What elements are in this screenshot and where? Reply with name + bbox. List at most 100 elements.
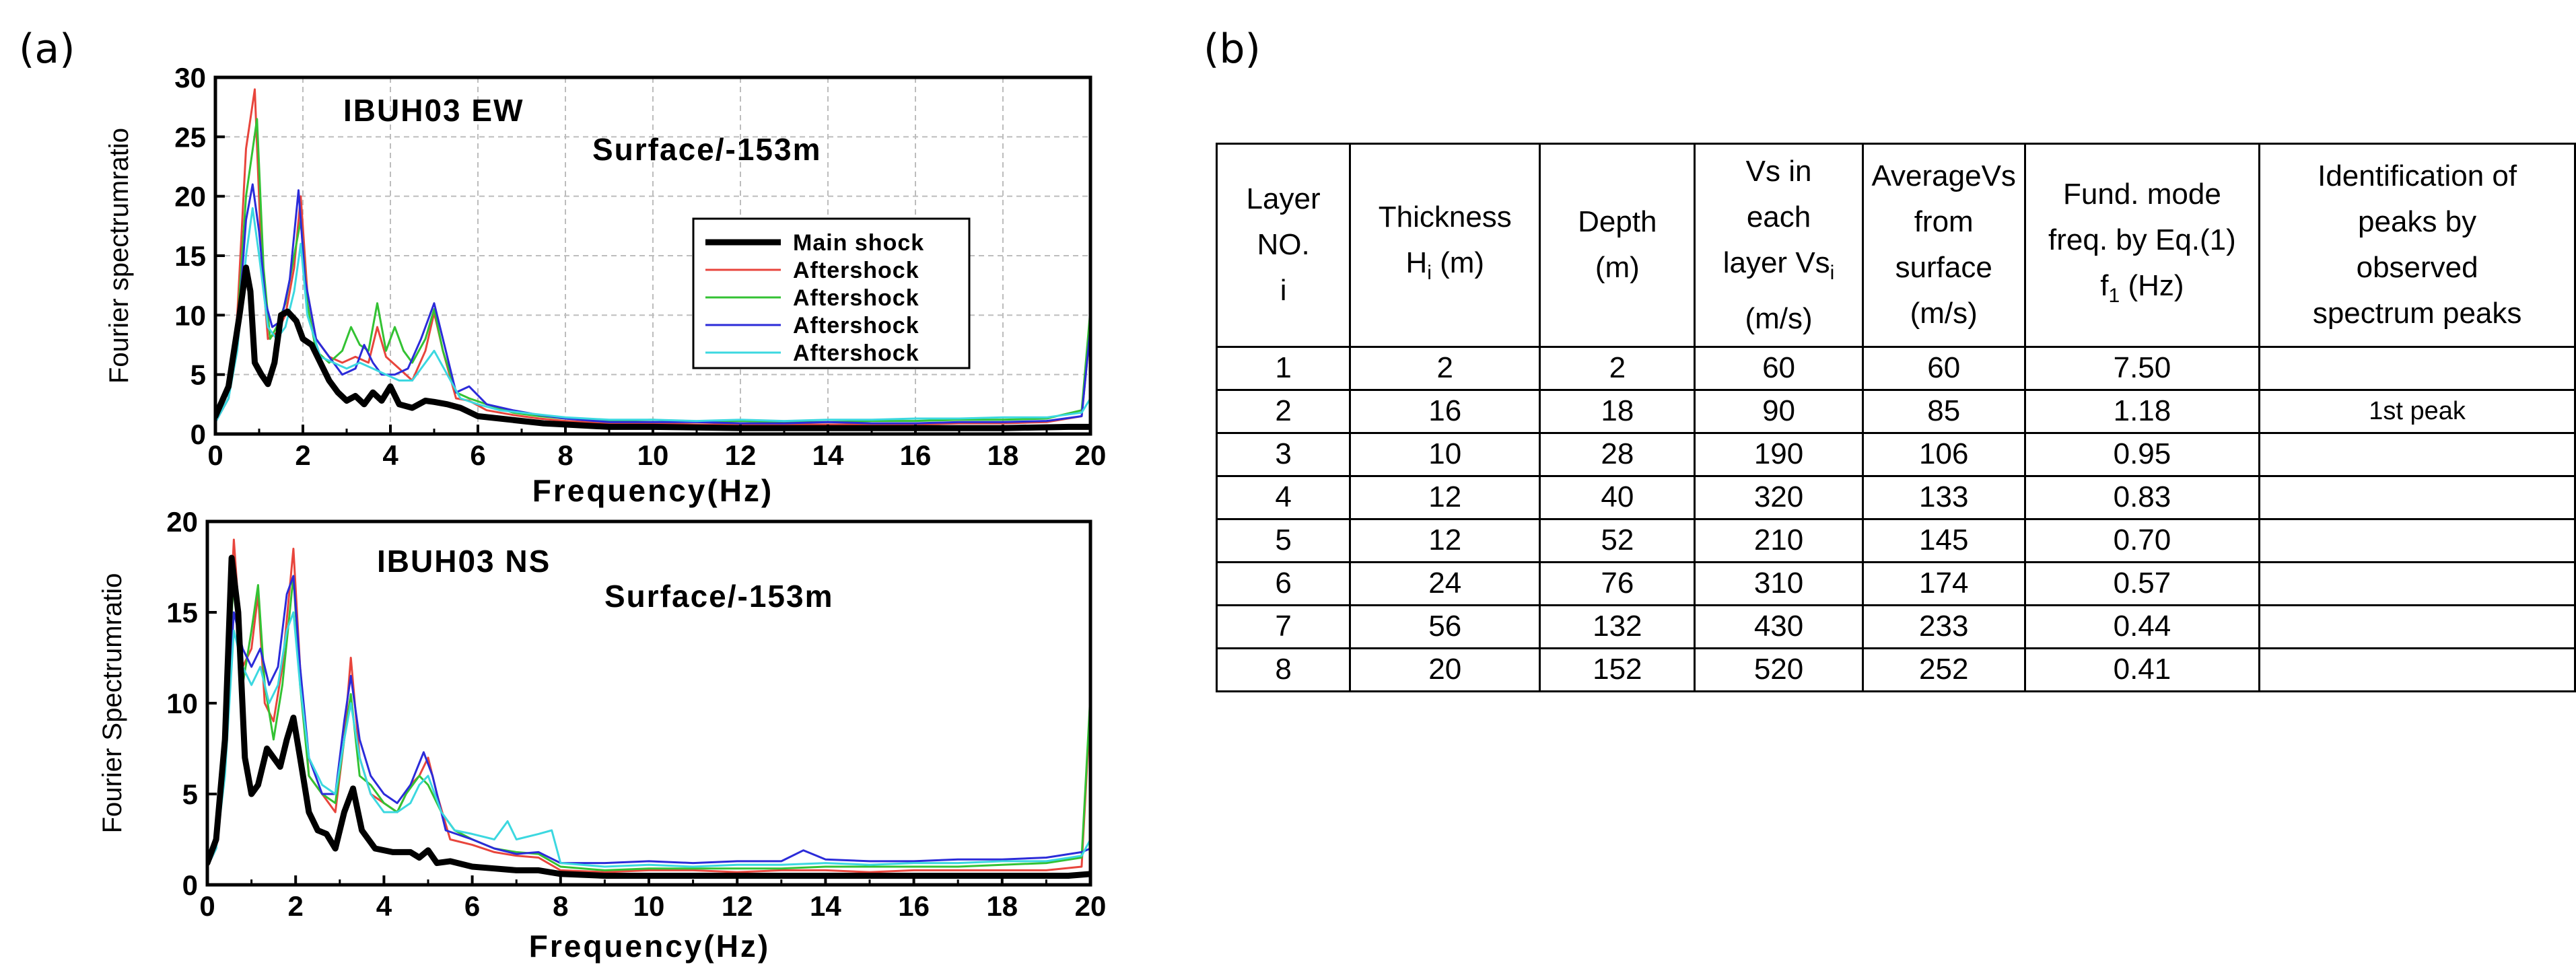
table-header-cell: Identification of peaks by observed spectru… xyxy=(2258,143,2576,348)
table-cell: 18 xyxy=(1539,388,1696,434)
chart-ew-xtick-label: 4 xyxy=(382,439,398,471)
table-cell: 520 xyxy=(1694,647,1864,692)
table-cell: 1.18 xyxy=(2023,388,2261,434)
chart-ew-xtick-label: 18 xyxy=(987,439,1019,471)
chart-ns-ytick-label: 0 xyxy=(182,869,198,901)
chart-ns-series-0-main-shock xyxy=(207,554,1090,879)
legend-label-1: Aftershock xyxy=(793,258,919,283)
table-cell: 310 xyxy=(1694,561,1864,606)
chart-ew-xtick-label: 6 xyxy=(470,439,485,471)
chart-ns-xtick-label: 18 xyxy=(986,890,1018,922)
table-row: 2 16 18 90 85 1.18 1st peak xyxy=(1215,388,2576,434)
table-cell: 1st peak xyxy=(2258,388,2576,434)
table-cell: 16 xyxy=(1349,388,1541,434)
table-cell: 0.95 xyxy=(2023,431,2261,477)
table-cell: 106 xyxy=(1861,431,2026,477)
table-cell: 76 xyxy=(1539,561,1696,606)
table-cell: 2 xyxy=(1215,388,1352,434)
table-header-cell: Vs in each layer Vsi (m/s) xyxy=(1694,143,1864,348)
table-cell: 210 xyxy=(1694,517,1864,563)
table-row: 8 20 152 520 252 0.41 xyxy=(1215,647,2576,692)
table-cell: 233 xyxy=(1861,604,2026,649)
legend-entries: Main shockAftershockAftershockAftershock… xyxy=(705,230,924,366)
table-row: 4 12 40 320 133 0.83 xyxy=(1215,474,2576,520)
chart-ew-xtick-label: 20 xyxy=(1075,439,1107,471)
chart-ns-ytick-label: 5 xyxy=(182,779,198,810)
chart-ns-ytick-label: 20 xyxy=(166,511,198,538)
table-cell: 56 xyxy=(1349,604,1541,649)
chart-ns-series-4-aftershock xyxy=(207,611,1090,868)
table-cell: 3 xyxy=(1215,431,1352,477)
table-cell: 152 xyxy=(1539,647,1696,692)
table-header-cell: Fund. mode freq. by Eq.(1) f1 (Hz) xyxy=(2023,143,2261,348)
table-cell: 60 xyxy=(1861,345,2026,391)
chart-ns-series-3-aftershock xyxy=(207,575,1090,868)
chart-ew-grid xyxy=(215,77,1090,434)
table-cell: 2 xyxy=(1539,345,1696,391)
chart-ew-series-0-main-shock xyxy=(215,264,1090,431)
table-row: 1 2 2 60 60 7.50 xyxy=(1215,345,2576,391)
table-cell: 7.50 xyxy=(2023,345,2261,391)
chart-ew-xtick-label: 0 xyxy=(207,439,223,471)
chart-ns-xtick-label: 14 xyxy=(810,890,841,922)
table-cell: 24 xyxy=(1349,561,1541,606)
table-cell: 0.41 xyxy=(2023,647,2261,692)
chart-ns-ytick-label: 15 xyxy=(166,597,198,628)
legend-label-2: Aftershock xyxy=(793,285,919,311)
chart-ew-ticks: 0 2 4 6 8 10 12 14 16 18 20 0 5 10 15 20 25 30 xyxy=(174,62,1106,471)
chart-ew-series-3-aftershock xyxy=(215,183,1090,425)
table-cell: 0.70 xyxy=(2023,517,2261,563)
chart-ns-xtick-label: 6 xyxy=(464,890,480,922)
chart-ew-ytick-label: 0 xyxy=(190,419,206,450)
chart-ew-ytick-label: 20 xyxy=(174,181,206,213)
table-cell: 5 xyxy=(1215,517,1352,563)
chart-ew-ytick-label: 5 xyxy=(190,359,206,391)
table-cell xyxy=(2258,431,2576,477)
chart-ns-ticks: 0 2 4 6 8 10 12 14 16 18 20 0 5 10 15 20 xyxy=(166,511,1106,922)
chart-ew-xtick-label: 16 xyxy=(900,439,932,471)
table-row: 3 10 28 190 106 0.95 xyxy=(1215,431,2576,477)
table-cell: 4 xyxy=(1215,474,1352,520)
chart-ew-ytick-label: 15 xyxy=(174,240,206,272)
table-cell: 190 xyxy=(1694,431,1864,477)
table-cell: 133 xyxy=(1861,474,2026,520)
chart-ns-xtick-label: 16 xyxy=(898,890,930,922)
chart-ns-ytick-label: 10 xyxy=(166,688,198,719)
panel-label-a: (a) xyxy=(19,26,75,73)
chart-ew-ylabel: Fourier spectrumratio xyxy=(104,128,134,384)
chart-ns-title: IBUH03 NS xyxy=(377,544,551,579)
table-cell: 1 xyxy=(1215,345,1352,391)
table-header-cell: Thickness Hi (m) xyxy=(1349,143,1541,348)
table-row: 6 24 76 310 174 0.57 xyxy=(1215,561,2576,606)
table-header-cell: AverageVs from surface (m/s) xyxy=(1861,143,2026,348)
table-header-row: Layer NO. i Thickness Hi (m) Depth (m) Vs in eac… xyxy=(1215,143,2576,348)
panel-label-b: (b) xyxy=(1204,26,1261,73)
chart-ew-title: IBUH03 EW xyxy=(343,93,524,128)
chart-ns-xtick-label: 20 xyxy=(1075,890,1107,922)
table-cell: 0.44 xyxy=(2023,604,2261,649)
table-cell: 12 xyxy=(1349,474,1541,520)
table-cell xyxy=(2258,604,2576,649)
table-cell: 12 xyxy=(1349,517,1541,563)
table-header-cell: Depth (m) xyxy=(1539,143,1696,348)
chart-ew-xtick-label: 2 xyxy=(295,439,310,471)
chart-ew-ytick-label: 30 xyxy=(174,62,206,94)
table-cell: 145 xyxy=(1861,517,2026,563)
chart-ns-ylabel: Fourier Spectrumratio xyxy=(98,573,127,834)
table-row: 7 56 132 430 233 0.44 xyxy=(1215,604,2576,649)
chart-ns-xtick-label: 0 xyxy=(199,890,215,922)
table-cell: 52 xyxy=(1539,517,1696,563)
table-cell: 28 xyxy=(1539,431,1696,477)
chart-ns-xtick-label: 2 xyxy=(288,890,304,922)
legend-label-4: Aftershock xyxy=(793,340,919,366)
table-cell: 85 xyxy=(1861,388,2026,434)
table-cell xyxy=(2258,345,2576,391)
chart-ew-xtick-label: 8 xyxy=(557,439,573,471)
table-cell: 0.57 xyxy=(2023,561,2261,606)
table-cell: 40 xyxy=(1539,474,1696,520)
table-cell: 0.83 xyxy=(2023,474,2261,520)
chart-ns-subtitle: Surface/-153m xyxy=(604,579,834,614)
table-cell: 7 xyxy=(1215,604,1352,649)
legend: Main shockAftershockAftershockAftershock… xyxy=(692,217,971,369)
chart-ew-xtick-label: 10 xyxy=(637,439,669,471)
